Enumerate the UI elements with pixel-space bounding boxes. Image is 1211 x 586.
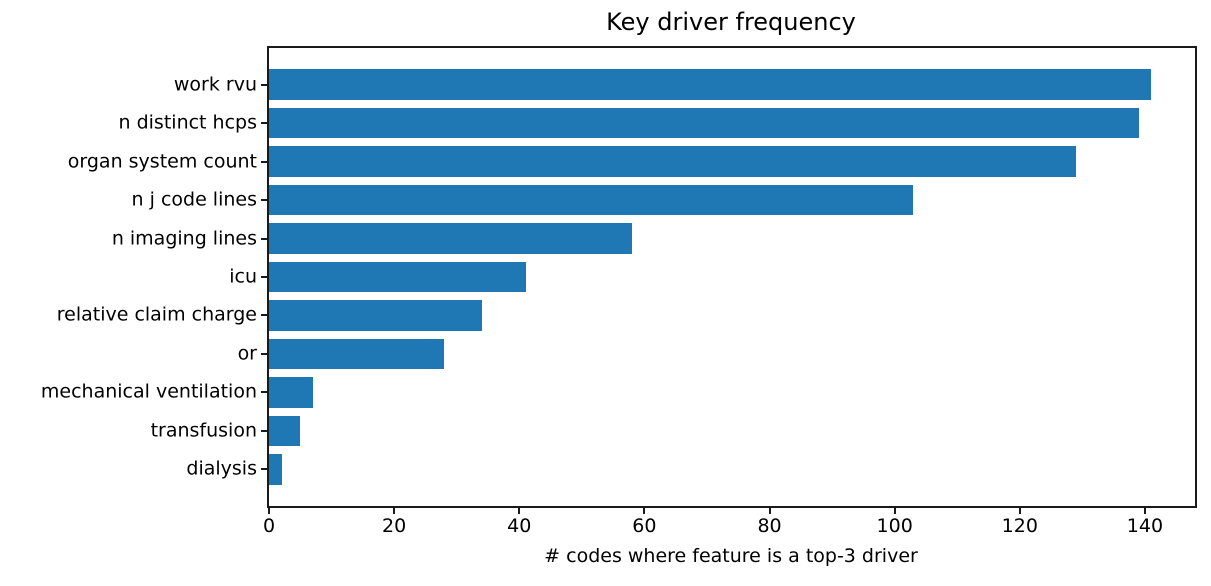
bar	[269, 184, 914, 216]
x-axis-tick	[1018, 506, 1021, 514]
y-tick-label: mechanical ventilation	[40, 380, 257, 403]
x-tick-label: 80	[757, 515, 782, 537]
y-tick-label: transfusion	[150, 419, 257, 442]
x-axis-tick	[393, 506, 396, 514]
y-axis-tick	[261, 276, 269, 278]
y-tick-label: icu	[229, 265, 257, 288]
y-tick-label: or	[237, 342, 257, 365]
y-tick-label: dialysis	[186, 457, 257, 480]
bar	[269, 454, 282, 485]
x-axis-tick	[768, 506, 771, 514]
bar	[269, 107, 1139, 139]
y-axis-tick	[261, 352, 269, 355]
y-tick-label: relative claim charge	[56, 303, 257, 326]
x-tick-label: 0	[262, 515, 276, 537]
y-tick-label: work rvu	[173, 73, 257, 96]
plot-area: work rvu n distinct hcps organ system coun…	[41, 46, 1197, 536]
y-axis-tick	[261, 83, 269, 86]
y-axis-tick	[261, 391, 269, 394]
y-tick-label: n j code lines	[131, 188, 257, 211]
x-axis-title: # codes where feature is a top-3 driver	[544, 545, 918, 567]
x-tick-label: 60	[632, 515, 657, 537]
bar	[269, 415, 301, 447]
chart-title: Key driver frequency	[606, 8, 856, 36]
x-tick-label: 40	[507, 515, 532, 537]
y-axis-tick	[261, 199, 269, 202]
x-tick-label: 100	[876, 515, 913, 537]
x-tick-label: 20	[382, 515, 407, 537]
x-axis-tick	[893, 506, 896, 514]
bar	[269, 377, 313, 408]
y-axis-tick	[261, 314, 269, 317]
y-axis-tick	[261, 122, 269, 125]
y-tick-label: organ system count	[67, 150, 257, 173]
bar	[269, 146, 1077, 177]
bar	[269, 223, 632, 254]
x-tick-label: 120	[1001, 515, 1038, 537]
bar	[269, 338, 445, 370]
x-axis-tick	[1143, 506, 1146, 514]
x-axis-tick	[518, 506, 521, 514]
x-tick-label: 140	[1126, 515, 1164, 537]
y-axis-tick	[261, 429, 269, 432]
bar	[269, 69, 1152, 100]
y-axis-tick	[261, 468, 269, 471]
y-axis-tick	[261, 237, 269, 240]
y-tick-label: n distinct hcps	[118, 111, 257, 134]
x-axis-tick	[268, 506, 270, 514]
bar	[269, 300, 482, 331]
y-axis-tick	[261, 160, 269, 163]
bar	[269, 261, 526, 293]
x-axis-tick	[643, 506, 646, 514]
y-tick-label: n imaging lines	[111, 227, 257, 249]
